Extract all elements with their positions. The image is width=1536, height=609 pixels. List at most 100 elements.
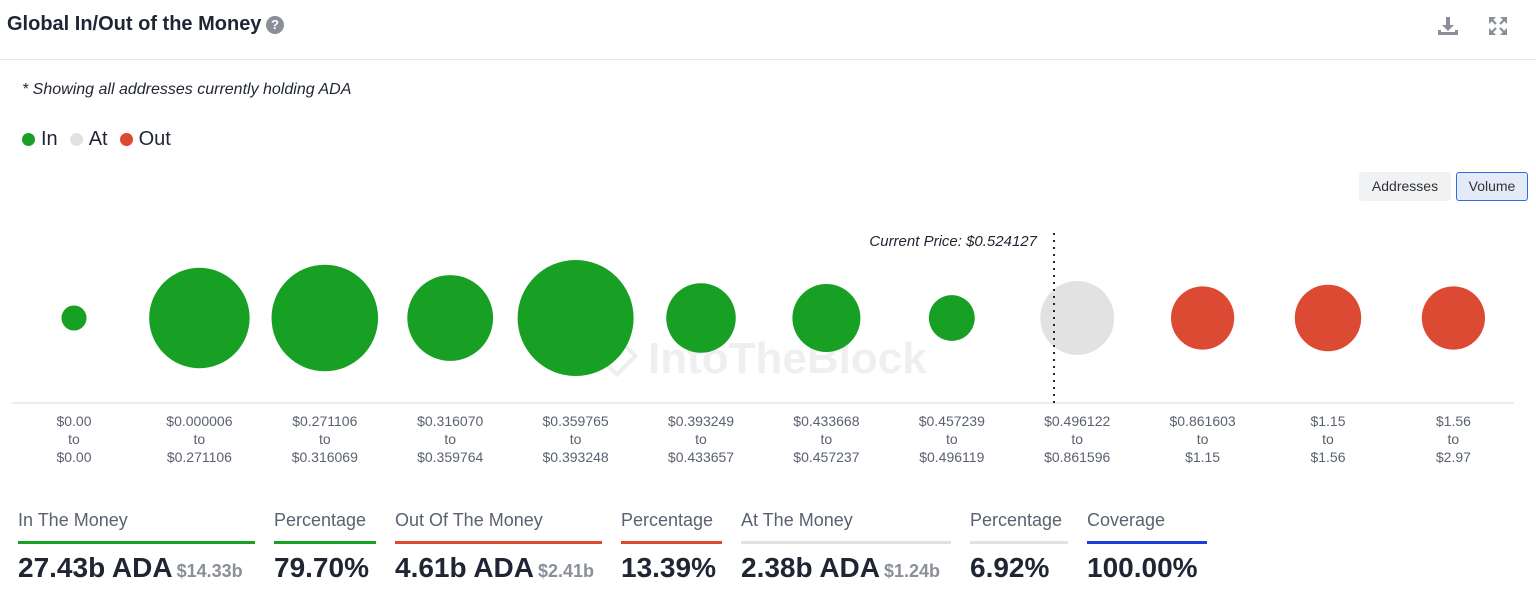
- x-tick-label: to: [821, 431, 833, 447]
- x-tick-label: to: [695, 431, 707, 447]
- stat-in-usd: $14.33b: [176, 561, 243, 581]
- stat-out-percentage: Percentage 13.39%: [621, 505, 722, 584]
- chart-title: Global In/Out of the Money: [7, 13, 262, 35]
- legend-at-label: At: [88, 128, 108, 150]
- x-tick-label: to: [1448, 431, 1460, 447]
- stat-in-value: 27.43b ADA $14.33b: [18, 552, 243, 583]
- watermark: IntoTheBlock: [595, 334, 927, 383]
- bubble-chart: IntoTheBlock Current Price: $0.524127 $0…: [12, 233, 1514, 465]
- legend-item-in[interactable]: In: [22, 128, 58, 151]
- chart-header: Global In/Out of the Money ?: [0, 0, 1536, 60]
- legend-item-at[interactable]: At: [69, 128, 108, 151]
- x-tick-label: to: [946, 431, 958, 447]
- x-tick-label: to: [68, 431, 80, 447]
- x-tick-label: $1.56: [1310, 449, 1345, 465]
- x-tick-label: $0.00: [56, 413, 91, 429]
- stat-in-pct-bar: [274, 541, 376, 544]
- legend-out-label: Out: [138, 128, 171, 150]
- stat-coverage-value: 100.00%: [1087, 552, 1198, 583]
- x-tick-label: to: [444, 431, 456, 447]
- x-tick-label: to: [319, 431, 331, 447]
- x-tick-label: to: [1197, 431, 1209, 447]
- stat-coverage-label: Coverage: [1087, 510, 1166, 530]
- bubble-at[interactable]: [1040, 281, 1115, 355]
- stat-in-bar: [18, 541, 255, 544]
- x-tick-label: $0.457237: [793, 449, 859, 465]
- x-tick-label: to: [194, 431, 206, 447]
- legend-in-label: In: [41, 128, 58, 150]
- bubble-in[interactable]: [271, 264, 379, 372]
- bubble-in[interactable]: [517, 260, 634, 376]
- expand-icon[interactable]: [1486, 14, 1510, 38]
- current-price-label: Current Price: $0.524127: [869, 233, 1037, 250]
- stat-out-value: 4.61b ADA $2.41b: [395, 552, 595, 583]
- x-tick-label: to: [1071, 431, 1083, 447]
- stat-in-percentage: Percentage 79.70%: [274, 505, 376, 584]
- x-tick-label: to: [1322, 431, 1334, 447]
- x-tick-label: $0.433668: [793, 413, 859, 429]
- x-tick-label: $2.97: [1436, 449, 1471, 465]
- legend-at-dot: [69, 133, 83, 146]
- x-tick-label: to: [570, 431, 582, 447]
- stat-at-pct-bar: [970, 541, 1068, 544]
- summary-stats: In The Money 27.43b ADA $14.33b Percentag…: [0, 505, 1536, 609]
- stat-out-pct-bar: [621, 541, 722, 544]
- stat-at-value: 2.38b ADA $1.24b: [741, 552, 941, 583]
- x-tick-label: $0.359765: [543, 413, 609, 429]
- x-tick-label: $0.496122: [1044, 413, 1110, 429]
- stat-in-label: In The Money: [18, 510, 128, 530]
- x-tick-label: $0.433657: [668, 449, 734, 465]
- volume-toggle-button[interactable]: Volume: [1456, 172, 1528, 201]
- bubble-in[interactable]: [149, 267, 250, 369]
- x-tick-label: $1.56: [1436, 413, 1471, 429]
- x-tick-label: $0.00: [56, 449, 91, 465]
- stat-at-percentage: Percentage 6.92%: [970, 505, 1068, 584]
- x-tick-label: $0.861596: [1044, 449, 1110, 465]
- stat-at-the-money: At The Money 2.38b ADA $1.24b: [741, 505, 951, 584]
- addresses-toggle-button[interactable]: Addresses: [1359, 172, 1451, 201]
- stat-in-pct-value: 79.70%: [274, 552, 369, 583]
- bubble-out[interactable]: [1421, 286, 1486, 350]
- x-tick-label: $1.15: [1185, 449, 1220, 465]
- download-icon[interactable]: [1436, 14, 1460, 38]
- holding-note: * Showing all addresses currently holdin…: [22, 81, 352, 98]
- x-tick-label: $0.316070: [417, 413, 483, 429]
- x-tick-label: $0.393249: [668, 413, 734, 429]
- bubble-out[interactable]: [1294, 284, 1362, 352]
- legend: In At Out: [22, 128, 183, 151]
- bubble-out[interactable]: [1170, 286, 1235, 350]
- stat-out-usd: $2.41b: [538, 561, 595, 581]
- stat-coverage-bar: [1087, 541, 1207, 544]
- stat-at-label: At The Money: [741, 510, 853, 530]
- stat-out-bar: [395, 541, 602, 544]
- bubble-in[interactable]: [61, 305, 87, 331]
- stat-at-bar: [741, 541, 951, 544]
- stat-out-label: Out Of The Money: [395, 510, 543, 530]
- stat-coverage: Coverage 100.00%: [1087, 505, 1207, 584]
- x-tick-label: $0.271106: [292, 413, 357, 429]
- stat-out-of-the-money: Out Of The Money 4.61b ADA $2.41b: [395, 505, 602, 584]
- x-tick-label: $0.271106: [167, 449, 232, 465]
- legend-item-out[interactable]: Out: [119, 128, 171, 151]
- x-tick-label: $0.457239: [919, 413, 985, 429]
- stat-out-pct-value: 13.39%: [621, 552, 716, 583]
- x-tick-label: $0.861603: [1170, 413, 1236, 429]
- x-tick-label: $0.359764: [417, 449, 483, 465]
- bubble-in[interactable]: [666, 283, 736, 353]
- stat-at-pct-label: Percentage: [970, 510, 1063, 530]
- x-tick-label: $0.496119: [919, 449, 984, 465]
- x-tick-label: $0.000006: [166, 413, 232, 429]
- stat-in-the-money: In The Money 27.43b ADA $14.33b: [18, 505, 255, 584]
- x-tick-label: $0.316069: [292, 449, 358, 465]
- stat-in-pct-label: Percentage: [274, 510, 367, 530]
- question-circle-icon[interactable]: ?: [266, 16, 284, 34]
- legend-out-dot: [119, 133, 133, 146]
- stat-out-pct-label: Percentage: [621, 510, 714, 530]
- x-tick-label: $1.15: [1310, 413, 1345, 429]
- legend-in-dot: [22, 133, 35, 146]
- stat-at-usd: $1.24b: [884, 561, 941, 581]
- x-tick-label: $0.393248: [543, 449, 609, 465]
- bubble-in[interactable]: [792, 283, 861, 353]
- bubble-in[interactable]: [407, 275, 494, 361]
- bubble-in[interactable]: [928, 295, 975, 341]
